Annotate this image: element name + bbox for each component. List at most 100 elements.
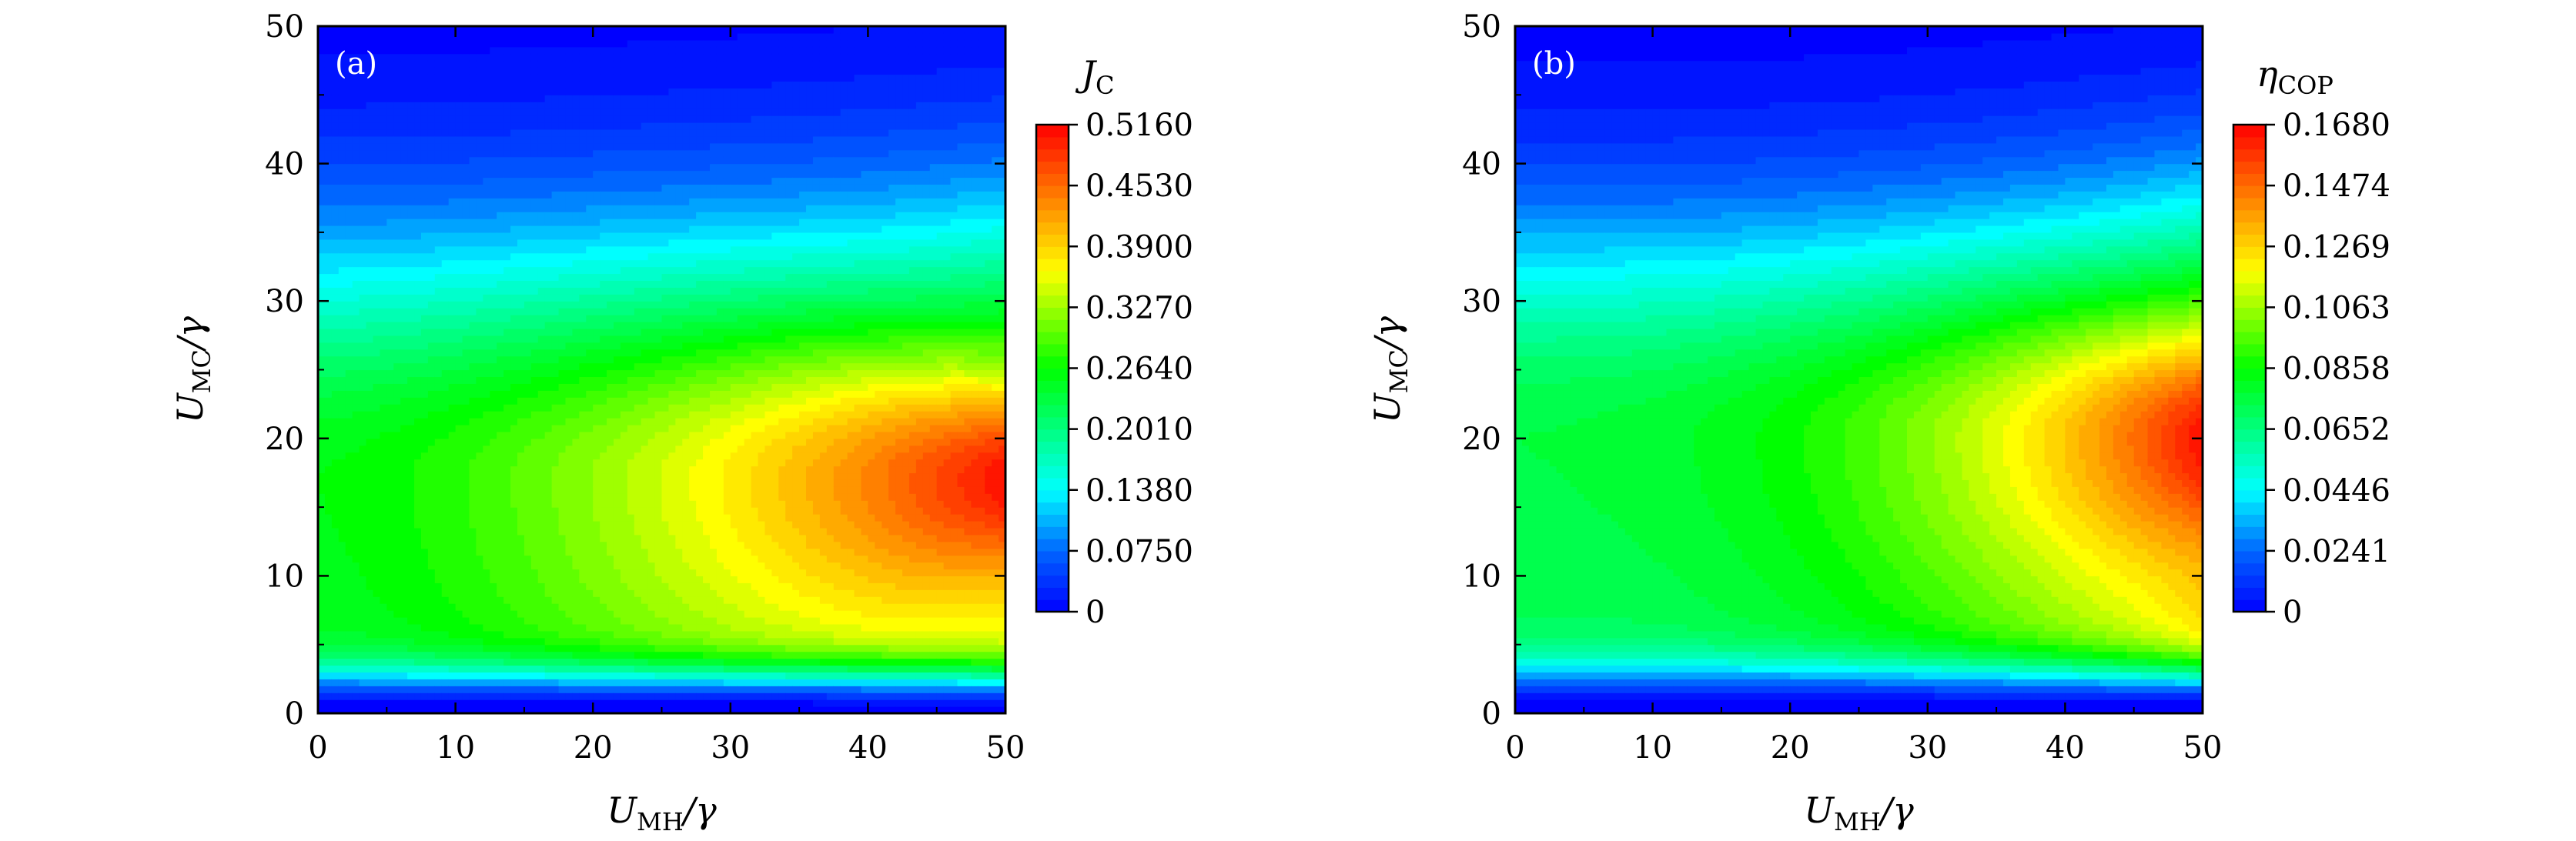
heatmap-cell (607, 53, 614, 62)
heatmap-cell (503, 184, 511, 192)
heatmap-cell (448, 562, 457, 570)
heatmap-cell (483, 644, 490, 652)
heatmap-cell (483, 507, 490, 515)
heatmap-cell (613, 541, 621, 549)
heatmap-cell (420, 390, 429, 398)
heatmap-cell (627, 266, 635, 275)
heatmap-cell (400, 205, 408, 212)
heatmap-cell (331, 466, 340, 474)
heatmap-cell (455, 232, 463, 240)
heatmap-cell (510, 335, 518, 343)
heatmap-cell (380, 548, 387, 556)
heatmap-cell (318, 445, 326, 453)
heatmap-cell (558, 459, 567, 467)
heatmap-cell (462, 142, 470, 151)
heatmap-cell (380, 355, 387, 364)
heatmap-cell (613, 486, 621, 494)
heatmap-cell (324, 390, 333, 398)
heatmap-cell (366, 520, 374, 529)
heatmap-cell (483, 390, 490, 398)
heatmap-cell (654, 67, 663, 75)
heatmap-cell (647, 472, 656, 480)
heatmap-cell (345, 252, 353, 261)
heatmap-cell (524, 355, 532, 364)
heatmap-cell (386, 514, 394, 522)
heatmap-cell (572, 665, 580, 673)
heatmap-cell (483, 219, 490, 226)
heatmap-cell (345, 658, 353, 666)
heatmap-cell (517, 212, 525, 219)
heatmap-cell (407, 135, 415, 144)
heatmap-cell (586, 67, 594, 75)
heatmap-cell (510, 53, 518, 62)
heatmap-cell (641, 431, 649, 439)
heatmap-cell (641, 706, 649, 714)
heatmap-cell (338, 205, 346, 212)
heatmap-cell (352, 266, 360, 275)
heatmap-cell (352, 88, 360, 95)
heatmap-cell (345, 431, 353, 439)
heatmap-cell (572, 212, 580, 219)
heatmap-cell (503, 562, 511, 570)
heatmap-cell (654, 198, 663, 205)
heatmap-cell (586, 527, 594, 536)
heatmap-cell (476, 252, 483, 261)
heatmap-cell (517, 383, 525, 391)
heatmap-cell (386, 418, 394, 426)
heatmap-cell (448, 376, 457, 384)
heatmap-cell (565, 88, 574, 95)
heatmap-cell (420, 32, 429, 41)
heatmap-cell (373, 390, 380, 398)
heatmap-cell (607, 706, 614, 714)
heatmap-cell (572, 184, 580, 192)
heatmap-cell (455, 466, 463, 474)
heatmap-cell (476, 472, 483, 480)
heatmap-cell (338, 541, 346, 549)
heatmap-cell (510, 596, 518, 604)
heatmap-cell (427, 81, 436, 88)
heatmap-cell (331, 562, 340, 570)
heatmap-cell (634, 191, 642, 199)
heatmap-cell (613, 184, 621, 192)
heatmap-cell (593, 95, 601, 102)
heatmap-cell (483, 404, 490, 412)
heatmap-cell (613, 699, 621, 707)
heatmap-cell (572, 88, 580, 95)
heatmap-cell (524, 149, 532, 158)
heatmap-cell (469, 163, 477, 172)
heatmap-cell (420, 411, 429, 419)
heatmap-cell (613, 95, 621, 102)
heatmap-cell (558, 397, 567, 405)
heatmap-cell (380, 362, 387, 371)
heatmap-cell (530, 362, 539, 371)
heatmap-cell (393, 589, 401, 597)
heatmap-cell (634, 32, 642, 41)
heatmap-cell (455, 239, 463, 247)
heatmap-cell (627, 88, 635, 95)
heatmap-cell (503, 630, 511, 639)
heatmap-cell (530, 252, 539, 261)
heatmap-cell (530, 122, 539, 130)
heatmap-cell (537, 163, 546, 172)
heatmap-cell (558, 390, 567, 398)
heatmap-cell (441, 665, 450, 673)
heatmap-cell (490, 149, 497, 158)
heatmap-cell (565, 630, 574, 639)
heatmap-cell (497, 452, 504, 460)
heatmap-cell (407, 355, 415, 364)
heatmap-cell (469, 81, 477, 88)
heatmap-cell (441, 219, 450, 226)
heatmap-cell (393, 376, 401, 384)
heatmap-cell (654, 692, 663, 700)
heatmap-cell (620, 163, 628, 172)
heatmap-cell (393, 672, 401, 679)
heatmap-cell (558, 252, 567, 261)
heatmap-cell (476, 431, 483, 439)
heatmap-cell (530, 177, 539, 185)
heatmap-cell (634, 349, 642, 357)
heatmap-cell (455, 486, 463, 494)
heatmap-cell (414, 252, 422, 261)
heatmap-cell (338, 266, 346, 275)
heatmap-cell (324, 26, 333, 34)
heatmap-cell (427, 26, 436, 34)
